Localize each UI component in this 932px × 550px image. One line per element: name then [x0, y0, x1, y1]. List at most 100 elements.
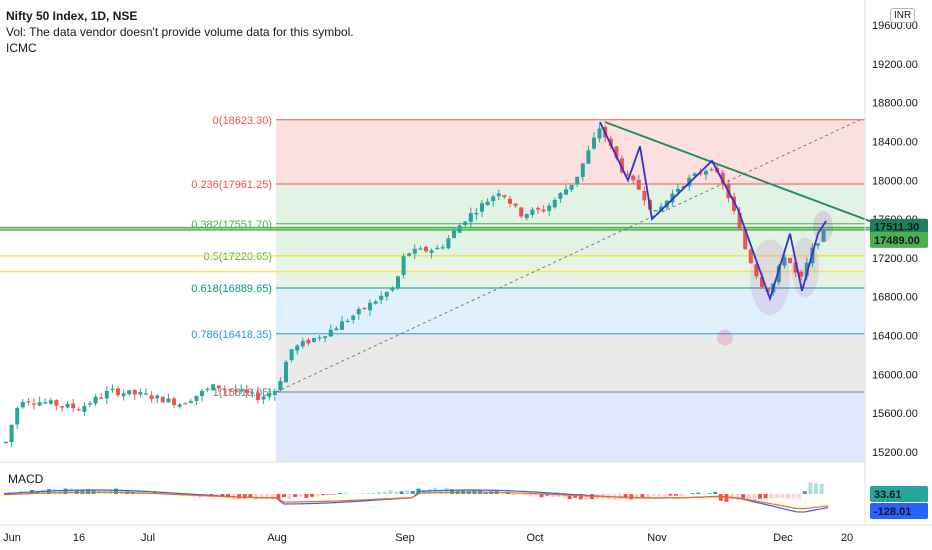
- candle-body: [474, 212, 479, 215]
- time-tick-label: Aug: [267, 532, 287, 544]
- macd-histogram-bar: [248, 494, 253, 498]
- macd-histogram-bar: [819, 484, 824, 494]
- candle-body: [804, 262, 809, 277]
- candle-body: [541, 209, 546, 212]
- candle-body: [26, 401, 31, 403]
- macd-histogram-bar: [556, 494, 561, 497]
- second-price-tag-bg: [870, 231, 928, 248]
- time-axis[interactable]: Jun 16 Jul Aug Sep Oct Nov Dec 20: [0, 524, 932, 544]
- candle-body: [597, 128, 602, 139]
- candle-body: [368, 302, 372, 311]
- macd-histogram-bar: [394, 491, 398, 494]
- candle-body: [429, 250, 434, 253]
- candle-body: [188, 400, 193, 403]
- candle-body: [642, 190, 647, 201]
- candle-body: [608, 138, 613, 146]
- macd-histogram-bar: [399, 491, 404, 494]
- macd-histogram-bar: [696, 492, 701, 494]
- candle-body: [88, 403, 92, 405]
- candle-body: [228, 389, 232, 391]
- candle-body: [463, 221, 468, 226]
- macd-histogram-bar: [758, 494, 762, 499]
- macd-histogram-bar: [769, 494, 774, 499]
- macd-histogram-bar: [315, 494, 320, 497]
- pattern-drawings: [599, 121, 833, 346]
- macd-histogram-bar: [377, 492, 382, 494]
- fibonacci-labels: 0(18623.30) 0.236(17961.25) 0.382(17551.70…: [191, 115, 272, 399]
- candle-body: [278, 381, 283, 391]
- fib-zone: [276, 184, 865, 224]
- candle-body: [194, 395, 199, 401]
- macd-label[interactable]: MACD: [8, 472, 44, 486]
- candle-body: [300, 341, 305, 347]
- price-tick-label: 15600.00: [872, 408, 918, 420]
- candle-body: [177, 404, 182, 407]
- macd-histogram-bar: [293, 494, 298, 498]
- candle-body: [211, 384, 216, 391]
- macd-histogram-bar: [808, 482, 813, 494]
- macd-histogram-bar: [623, 494, 628, 499]
- macd-histogram-bar: [338, 493, 342, 494]
- candle-body: [452, 230, 456, 238]
- macd-histogram-bar: [646, 494, 650, 499]
- macd-histogram-bar: [416, 488, 421, 494]
- fib-label: 0.382(17551.70): [191, 219, 272, 231]
- price-axis[interactable]: 15200.00 15600.00 16000.00 16400.00 16800.00…: [864, 0, 918, 525]
- candle-body: [76, 409, 81, 411]
- currency-badge[interactable]: INR: [890, 8, 916, 23]
- candle-body: [233, 389, 238, 392]
- macd-histogram-bar: [528, 494, 533, 497]
- candle-body: [782, 257, 787, 266]
- macd-histogram-bar: [237, 494, 242, 499]
- fib-label: 0.236(17961.25): [191, 179, 272, 191]
- candle-body: [754, 264, 759, 277]
- candle-body: [536, 208, 540, 210]
- candle-body: [334, 328, 339, 331]
- macd-histogram-bar: [730, 494, 734, 499]
- candle-body: [272, 390, 277, 396]
- macd-histogram-bar: [640, 494, 645, 498]
- macd-histogram-bar: [550, 494, 555, 498]
- candle-body: [183, 403, 188, 405]
- candle-body: [340, 321, 344, 330]
- candle-body: [564, 189, 568, 195]
- indicator-name[interactable]: ICMC: [6, 41, 37, 55]
- macd-histogram-bar: [690, 493, 695, 494]
- candle-body: [625, 174, 630, 176]
- candle-body: [720, 172, 725, 185]
- candle-body: [71, 403, 76, 409]
- candle-body: [676, 188, 680, 192]
- symbol-title[interactable]: Nifty 50 Index, 1D, NSE: [6, 9, 138, 23]
- candle-body: [60, 406, 64, 408]
- macd-histogram-bar: [724, 494, 729, 502]
- pattern-ellipse-head: [813, 210, 833, 243]
- candle-body: [732, 196, 736, 211]
- candle-body: [575, 176, 580, 185]
- candle-body: [166, 398, 171, 403]
- time-tick-label: Sep: [395, 532, 415, 544]
- candle-body: [446, 238, 451, 249]
- fib-label: 0.5(17220.65): [204, 251, 273, 263]
- candle-body: [373, 301, 378, 304]
- candle-body: [704, 171, 708, 175]
- candle-body: [362, 307, 367, 310]
- candle-body: [614, 146, 619, 158]
- chart-legend: Nifty 50 Index, 1D, NSE Vol: The data ve…: [6, 8, 354, 56]
- candle-body: [239, 389, 244, 392]
- macd-histogram-bar: [321, 494, 326, 496]
- macd-histogram-bar: [226, 494, 230, 498]
- candle-body: [524, 214, 529, 218]
- macd-histogram-bar: [450, 489, 454, 494]
- candle-body: [816, 243, 820, 246]
- candle-body: [384, 292, 389, 297]
- candle-body: [250, 392, 255, 394]
- macd-histogram-bar: [517, 493, 522, 494]
- macd-histogram-bar: [483, 491, 488, 494]
- macd-histogram-bar: [114, 488, 118, 494]
- macd-histogram-bar: [763, 494, 768, 499]
- candle-body: [748, 249, 753, 264]
- last-price-tag: 17511.30: [874, 222, 919, 234]
- fib-trend-diagonal: [275, 119, 861, 393]
- candle-body: [788, 257, 792, 263]
